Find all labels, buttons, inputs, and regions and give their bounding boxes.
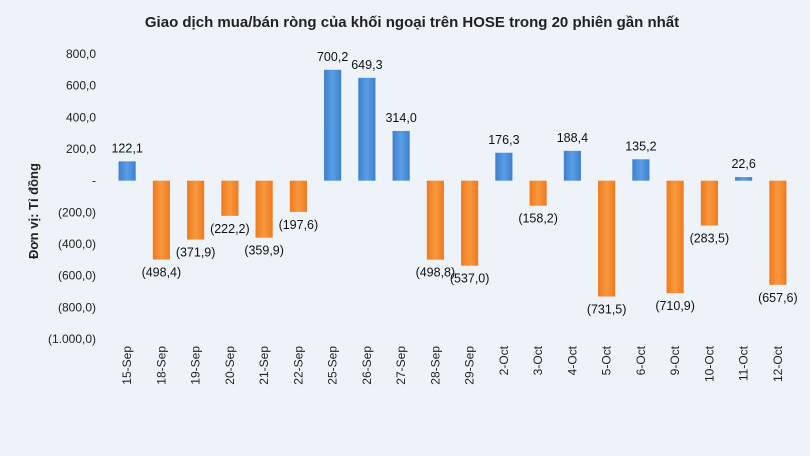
bar <box>495 152 513 181</box>
data-label: (498,4) <box>142 266 182 280</box>
x-tick-label: 3-Oct <box>531 345 545 375</box>
data-label: 700,2 <box>317 50 348 64</box>
bar <box>666 180 684 294</box>
y-tick-label: 200,0 <box>66 142 96 156</box>
y-tick-label: (200,0) <box>58 205 96 219</box>
bar <box>187 180 205 240</box>
data-label: (710,9) <box>655 299 695 313</box>
data-label: 314,0 <box>385 111 416 125</box>
x-tick-label: 9-Oct <box>668 345 682 375</box>
bar <box>255 180 273 238</box>
data-label: (731,5) <box>587 302 627 316</box>
y-axis: 800,0 600,0 400,0 200,0 - (200,0) (400,0) (600,… <box>48 47 96 346</box>
x-tick-label: 20-Sep <box>223 346 237 385</box>
data-label: (158,2) <box>518 212 558 226</box>
data-label: (222,2) <box>210 222 250 236</box>
x-tick-label: 15-Sep <box>120 346 134 385</box>
x-tick-label: 11-Oct <box>737 345 751 381</box>
data-label: 122,1 <box>111 141 142 155</box>
x-tick-label: 27-Sep <box>394 346 408 385</box>
bar <box>358 77 376 181</box>
bars <box>118 69 787 297</box>
x-tick-label: 6-Oct <box>634 345 648 375</box>
y-tick-label: (600,0) <box>58 269 96 283</box>
x-tick-label: 22-Sep <box>291 346 305 385</box>
x-tick-label: 10-Oct <box>702 345 716 382</box>
bar <box>529 180 547 206</box>
data-label: (537,0) <box>450 272 490 286</box>
bar <box>221 180 239 216</box>
x-tick-label: 28-Sep <box>428 346 442 385</box>
y-tick-label: - <box>92 174 96 188</box>
bar <box>289 180 307 212</box>
x-tick-label: 26-Sep <box>360 346 374 385</box>
bar <box>598 180 616 297</box>
y-tick-label: 800,0 <box>66 47 96 61</box>
y-tick-label: (400,0) <box>58 237 96 251</box>
x-tick-label: 4-Oct <box>565 345 579 375</box>
bar <box>152 180 170 260</box>
bar <box>392 130 410 181</box>
bar <box>632 159 650 181</box>
bar <box>700 180 718 226</box>
bar <box>118 161 136 181</box>
x-tick-label: 19-Sep <box>189 346 203 385</box>
data-label: (359,9) <box>244 244 284 258</box>
y-tick-label: (800,0) <box>58 300 96 314</box>
chart-title: Giao dịch mua/bán ròng của khối ngoại tr… <box>145 14 679 31</box>
data-label: (197,6) <box>279 218 319 232</box>
data-label: 649,3 <box>351 58 382 72</box>
bar <box>563 150 581 181</box>
y-tick-label: 400,0 <box>66 110 96 124</box>
y-tick-label: 600,0 <box>66 79 96 93</box>
bar <box>426 180 444 260</box>
x-tick-label: 18-Sep <box>154 346 168 385</box>
data-labels: 122,1 (498,4) (371,9) (222,2) (359,9) (197,6)… <box>111 50 797 317</box>
bar <box>769 180 787 285</box>
x-axis: 15-Sep 18-Sep 19-Sep 20-Sep 21-Sep 22-Sep 25-S… <box>120 345 785 384</box>
data-label: 135,2 <box>625 139 656 153</box>
bar <box>735 177 753 181</box>
x-tick-label: 25-Sep <box>326 346 340 385</box>
x-tick-label: 5-Oct <box>600 345 614 375</box>
data-label: 22,6 <box>731 157 755 171</box>
data-label: 188,4 <box>557 131 588 145</box>
bar <box>324 69 342 181</box>
x-tick-label: 12-Oct <box>771 345 785 382</box>
y-axis-label: Đơn vị: Tỉ đồng <box>26 163 41 259</box>
data-label: (283,5) <box>690 232 730 246</box>
data-label: (498,8) <box>416 266 456 280</box>
bar <box>461 180 479 266</box>
data-label: (657,6) <box>758 291 798 305</box>
y-tick-label: (1.000,0) <box>48 332 96 346</box>
data-label: (371,9) <box>176 246 216 260</box>
x-tick-label: 21-Sep <box>257 346 271 385</box>
data-label: 176,3 <box>488 133 519 147</box>
x-tick-label: 2-Oct <box>497 345 511 375</box>
x-tick-label: 29-Sep <box>463 346 477 385</box>
